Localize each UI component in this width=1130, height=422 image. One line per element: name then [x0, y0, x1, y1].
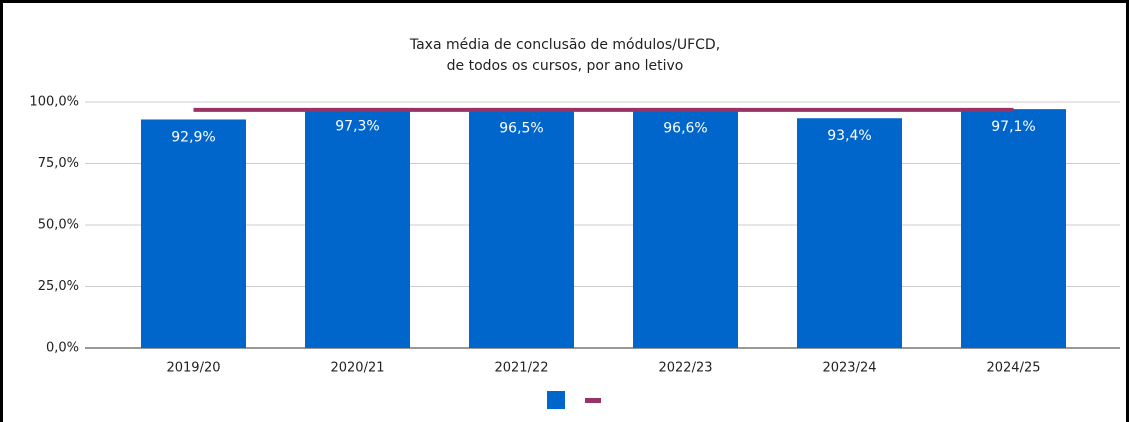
y-tick-label: 25,0%: [38, 279, 79, 294]
x-tick-label: 2019/20: [166, 361, 220, 376]
bar: [961, 109, 1066, 348]
data-label: 97,3%: [335, 119, 379, 135]
y-tick-label: 50,0%: [38, 218, 79, 233]
data-label: 96,5%: [499, 121, 543, 137]
legend-swatch: [585, 398, 601, 403]
bar: [797, 118, 902, 349]
bar: [305, 108, 410, 348]
x-tick-label: 2020/21: [330, 361, 384, 376]
x-tick-label: 2024/25: [986, 361, 1040, 376]
bar: [633, 110, 738, 348]
y-tick-label: 75,0%: [38, 156, 79, 171]
data-label: 97,1%: [991, 119, 1035, 135]
chart-subtitle: de todos os cursos, por ano letivo: [447, 58, 684, 74]
legend-swatch: [547, 391, 565, 409]
data-label: 96,6%: [663, 120, 707, 136]
y-tick-label: 100,0%: [29, 95, 79, 110]
x-tick-label: 2023/24: [822, 361, 876, 376]
y-tick-label: 0,0%: [46, 341, 79, 356]
chart-title: Taxa média de conclusão de módulos/UFCD,: [409, 37, 720, 53]
bar: [141, 119, 246, 348]
bar: [469, 110, 574, 348]
data-label: 93,4%: [827, 128, 871, 144]
x-tick-label: 2021/22: [494, 361, 548, 376]
x-tick-label: 2022/23: [658, 361, 712, 376]
data-label: 92,9%: [171, 129, 215, 145]
